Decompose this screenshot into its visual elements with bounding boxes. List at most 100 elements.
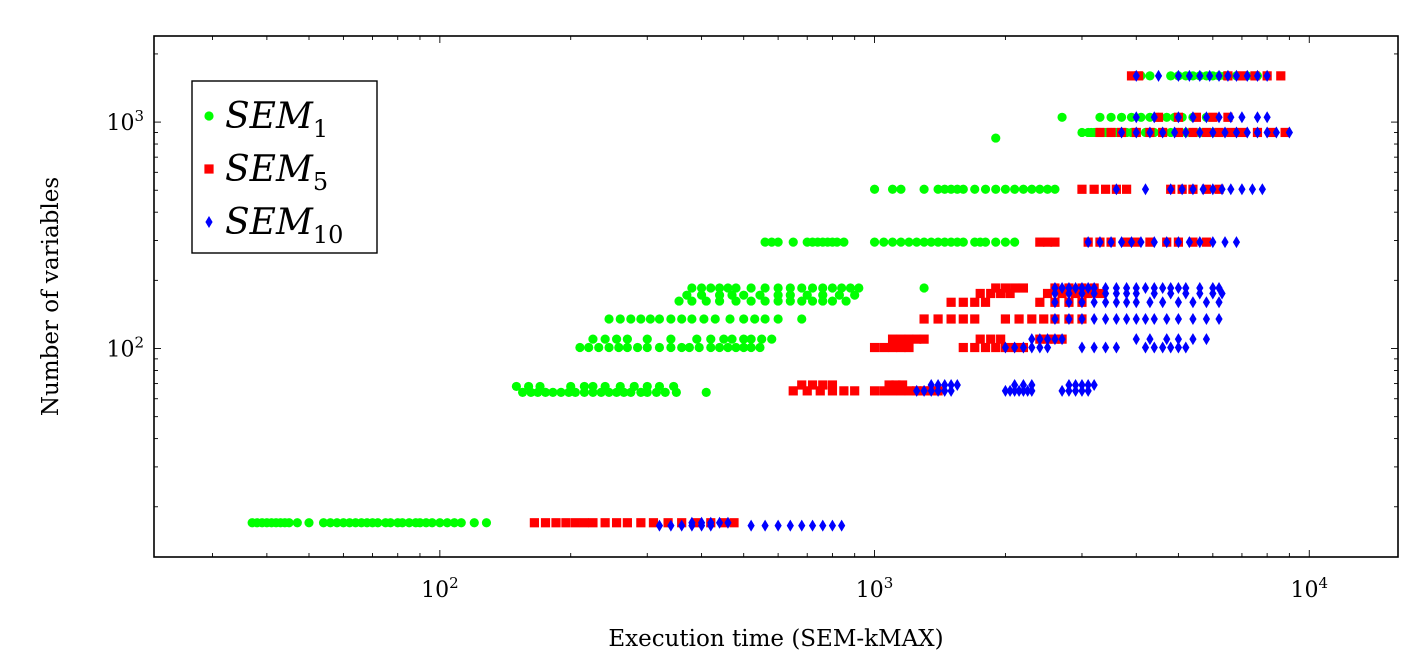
data-point: [1141, 282, 1150, 295]
data-point: [1153, 112, 1164, 122]
data-point: [654, 314, 665, 324]
data-point: [1058, 384, 1066, 397]
data-point: [1202, 111, 1211, 124]
data-point: [1150, 312, 1158, 325]
legend-label: SEM1: [225, 96, 328, 143]
data-point: [1028, 341, 1036, 354]
data-point: [692, 518, 702, 528]
data-point: [750, 314, 760, 324]
data-point: [669, 381, 679, 392]
data-point: [818, 290, 828, 300]
data-point: [912, 237, 922, 247]
data-point: [739, 342, 749, 353]
data-point: [1196, 69, 1204, 82]
data-point: [714, 290, 725, 300]
data-point: [706, 334, 716, 344]
legend-label: SEM10: [225, 202, 343, 249]
data-point: [887, 386, 898, 396]
data-point: [724, 516, 732, 529]
data-point: [588, 518, 598, 528]
data-point: [1132, 333, 1140, 346]
data-point: [615, 381, 625, 392]
data-point: [773, 290, 783, 300]
data-point: [1196, 282, 1204, 295]
data-point: [373, 518, 383, 528]
data-point: [645, 314, 655, 324]
data-point: [1182, 282, 1190, 295]
data-point: [1043, 333, 1052, 346]
data-point: [991, 283, 1001, 293]
data-point: [934, 378, 942, 391]
data-point: [1185, 236, 1194, 249]
data-point: [946, 314, 956, 324]
data-point: [663, 518, 673, 528]
data-point: [1107, 236, 1115, 249]
data-point: [869, 342, 880, 353]
data-point: [808, 519, 817, 532]
x-tick-label: 102: [421, 574, 459, 603]
data-point: [827, 283, 838, 293]
data-point: [1018, 283, 1029, 293]
data-point: [919, 314, 929, 324]
data-point: [1221, 126, 1229, 139]
data-point: [1159, 126, 1167, 139]
data-point: [996, 288, 1006, 299]
data-point: [1209, 126, 1217, 139]
data-point: [696, 290, 707, 300]
data-point: [797, 283, 807, 293]
x-tick-label: 104: [1290, 574, 1328, 603]
data-point: [706, 283, 716, 293]
data-point: [980, 342, 991, 353]
data-point: [632, 342, 643, 353]
data-point: [719, 334, 729, 344]
data-point: [760, 314, 770, 324]
data-point: [827, 380, 838, 390]
legend-marker: [204, 111, 214, 121]
data-point: [666, 314, 676, 324]
data-point: [760, 237, 770, 247]
data-point: [1051, 333, 1059, 346]
data-point: [798, 519, 806, 532]
data-point: [696, 283, 707, 293]
data-point: [904, 237, 914, 247]
data-point: [1112, 341, 1120, 354]
data-point: [517, 387, 528, 397]
data-point: [1057, 112, 1067, 122]
data-point: [566, 381, 576, 392]
data-point: [1132, 312, 1140, 325]
data-point: [869, 386, 880, 396]
data-point: [684, 342, 694, 353]
data-point: [540, 387, 551, 397]
data-point: [611, 518, 622, 528]
data-point: [797, 296, 807, 306]
data-point: [788, 237, 798, 247]
data-point: [1019, 341, 1028, 354]
data-point: [1036, 333, 1044, 346]
data-point: [841, 296, 851, 306]
data-point: [404, 518, 414, 528]
data-point: [1146, 333, 1154, 346]
data-point: [1100, 184, 1111, 194]
x-tick-label: 103: [856, 574, 894, 603]
data-point: [1170, 126, 1179, 139]
data-point: [1000, 184, 1011, 194]
data-point: [1000, 237, 1011, 247]
data-point: [1011, 341, 1019, 354]
data-point: [579, 518, 589, 528]
data-point: [636, 314, 646, 324]
data-point: [1174, 69, 1183, 82]
data-point: [1051, 282, 1059, 295]
data-point: [1276, 71, 1286, 81]
data-point: [1174, 296, 1183, 309]
data-point: [1127, 236, 1136, 249]
data-point: [1202, 312, 1211, 325]
legend-box: [191, 80, 378, 254]
data-point: [642, 342, 652, 353]
data-point: [1132, 69, 1140, 82]
data-point: [1050, 184, 1060, 194]
data-point: [896, 334, 906, 344]
data-point: [891, 380, 901, 390]
data-point: [919, 237, 929, 247]
data-point: [797, 314, 807, 324]
data-point: [674, 296, 684, 306]
